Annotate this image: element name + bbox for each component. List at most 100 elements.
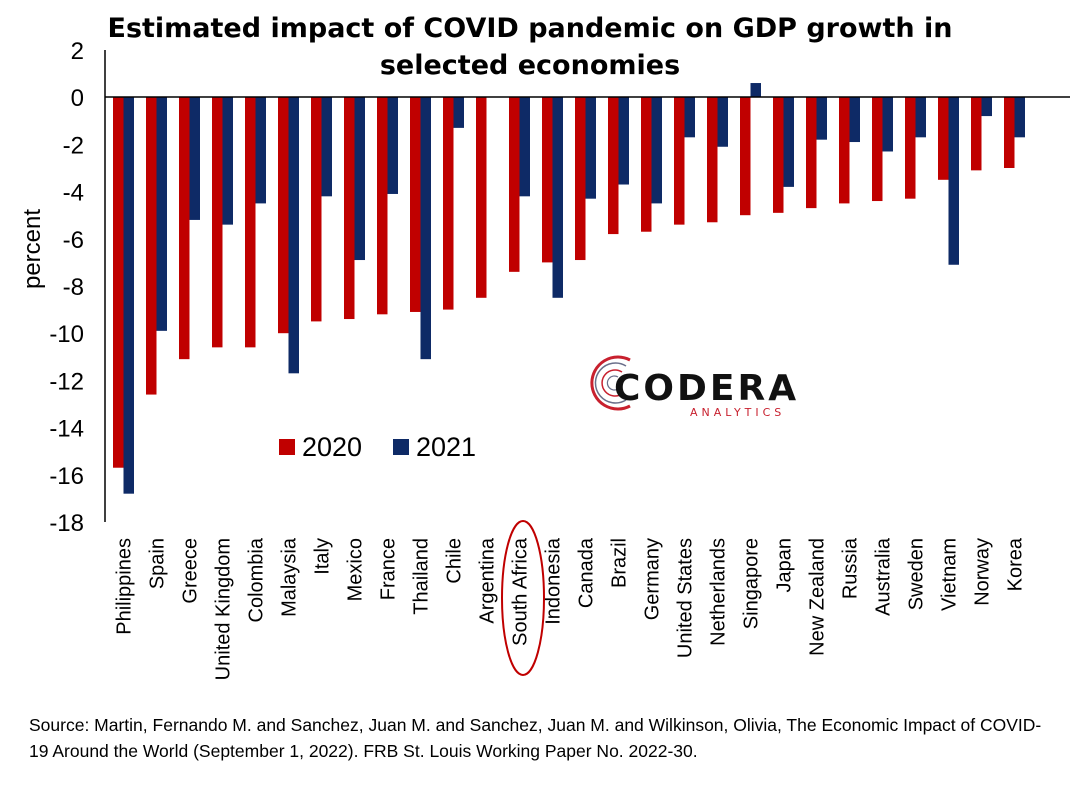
x-tick-label: Vietnam: [939, 538, 961, 611]
codera-logo-mark: [590, 355, 631, 411]
bar-2020: [344, 97, 355, 320]
x-tick-label: Australia: [873, 537, 895, 616]
x-tick-label: Brazil: [609, 538, 631, 588]
x-tick-label: South Africa: [510, 537, 532, 646]
bar-2020: [443, 97, 454, 310]
bar-2020: [410, 97, 421, 312]
bar-2021: [453, 97, 464, 128]
bar-2020: [905, 97, 916, 199]
bar-2021: [288, 97, 299, 374]
bar-2020: [707, 97, 718, 223]
bar-2020: [806, 97, 817, 209]
bar-2021: [354, 97, 365, 261]
chart-title-line-2: selected economies: [380, 50, 680, 81]
bar-2021: [585, 97, 596, 199]
bar-2021: [387, 97, 398, 194]
bar-2021: [948, 97, 959, 265]
x-tick-label: New Zealand: [807, 538, 829, 656]
bar-2020: [146, 97, 157, 395]
codera-logo-tagline: ANALYTICS: [690, 406, 785, 419]
legend-swatch-2021: [393, 439, 409, 455]
bar-2020: [740, 97, 751, 216]
x-tick-label: Indonesia: [543, 537, 565, 625]
x-tick-label: Thailand: [411, 538, 433, 615]
bar-2021: [156, 97, 167, 331]
bar-2020: [773, 97, 784, 213]
bar-2021: [750, 83, 761, 98]
bar-2020: [1004, 97, 1015, 168]
bar-2021: [981, 97, 992, 117]
bar-2021: [783, 97, 794, 187]
y-tick-label: -10: [49, 321, 84, 348]
bar-2020: [179, 97, 190, 360]
bar-2021: [915, 97, 926, 138]
x-tick-label: Chile: [444, 538, 466, 584]
codera-logo: CODERA ANALYTICS: [590, 355, 799, 419]
x-tick-label: Greece: [180, 538, 202, 604]
bar-2020: [575, 97, 586, 261]
bar-2020: [641, 97, 652, 232]
y-tick-label: -4: [63, 180, 84, 207]
bar-2020: [542, 97, 553, 263]
bar-2020: [608, 97, 619, 235]
x-tick-label: France: [378, 538, 400, 600]
x-tick-label: Philippines: [114, 538, 136, 635]
bar-2021: [618, 97, 629, 185]
x-tick-label: Colombia: [246, 537, 268, 622]
bar-2020: [509, 97, 520, 272]
x-tick-label: Italy: [312, 538, 334, 575]
bar-2020: [938, 97, 949, 180]
x-tick-label: Russia: [840, 537, 862, 599]
bar-2021: [255, 97, 266, 204]
bar-2021: [816, 97, 827, 140]
x-tick-label: Canada: [576, 537, 598, 608]
bar-2020: [245, 97, 256, 348]
bar-2020: [971, 97, 982, 171]
y-tick-label: 2: [71, 38, 84, 65]
south-africa-highlight-ellipse: [501, 520, 545, 676]
bar-2021: [849, 97, 860, 143]
bar-2021: [717, 97, 728, 147]
x-tick-label: United Kingdom: [213, 538, 235, 680]
legend: 2020 2021: [279, 432, 476, 462]
y-tick-label: -8: [63, 274, 84, 301]
codera-logo-name: CODERA: [614, 368, 799, 409]
x-tick-label: Norway: [972, 538, 994, 606]
chart-title-line-1: Estimated impact of COVID pandemic on GD…: [108, 13, 953, 44]
legend-label-2020: 2020: [302, 432, 362, 462]
source-note: Source: Martin, Fernando M. and Sanchez,…: [29, 715, 1042, 761]
x-tick-label: Germany: [642, 538, 664, 620]
bar-2020: [212, 97, 223, 348]
x-tick-label: Korea: [1005, 537, 1027, 591]
bar-2021: [519, 97, 530, 197]
bar-2020: [113, 97, 124, 468]
bar-2021: [684, 97, 695, 138]
bar-2021: [189, 97, 200, 220]
y-tick-label: -16: [49, 463, 84, 490]
x-tick-label: Sweden: [906, 538, 928, 610]
bar-2021: [882, 97, 893, 152]
bar-2021: [222, 97, 233, 225]
y-axis-ticks: 2 0 -2 -4 -6 -8 -10 -12 -14 -16 -18: [49, 38, 84, 537]
bar-2021: [420, 97, 431, 360]
legend-label-2021: 2021: [416, 432, 476, 462]
y-tick-label: -18: [49, 510, 84, 537]
bar-series: [113, 83, 1025, 494]
x-tick-label: Japan: [774, 538, 796, 593]
x-tick-label: United States: [675, 538, 697, 658]
bar-2021: [123, 97, 134, 494]
bar-2021: [1014, 97, 1025, 138]
bar-2020: [674, 97, 685, 225]
bar-2021: [321, 97, 332, 197]
x-tick-label: Malaysia: [279, 537, 301, 617]
bar-2020: [839, 97, 850, 204]
bar-2021: [651, 97, 662, 204]
x-axis-category-labels: Philippines Spain Greece United Kingdom Colo…: [114, 537, 1027, 680]
x-tick-label: Argentina: [477, 537, 499, 623]
bar-2020: [278, 97, 289, 334]
bar-2021: [552, 97, 563, 298]
y-tick-label: 0: [71, 85, 84, 112]
legend-swatch-2020: [279, 439, 295, 455]
x-tick-label: Singapore: [741, 538, 763, 629]
y-tick-label: -2: [63, 132, 84, 159]
